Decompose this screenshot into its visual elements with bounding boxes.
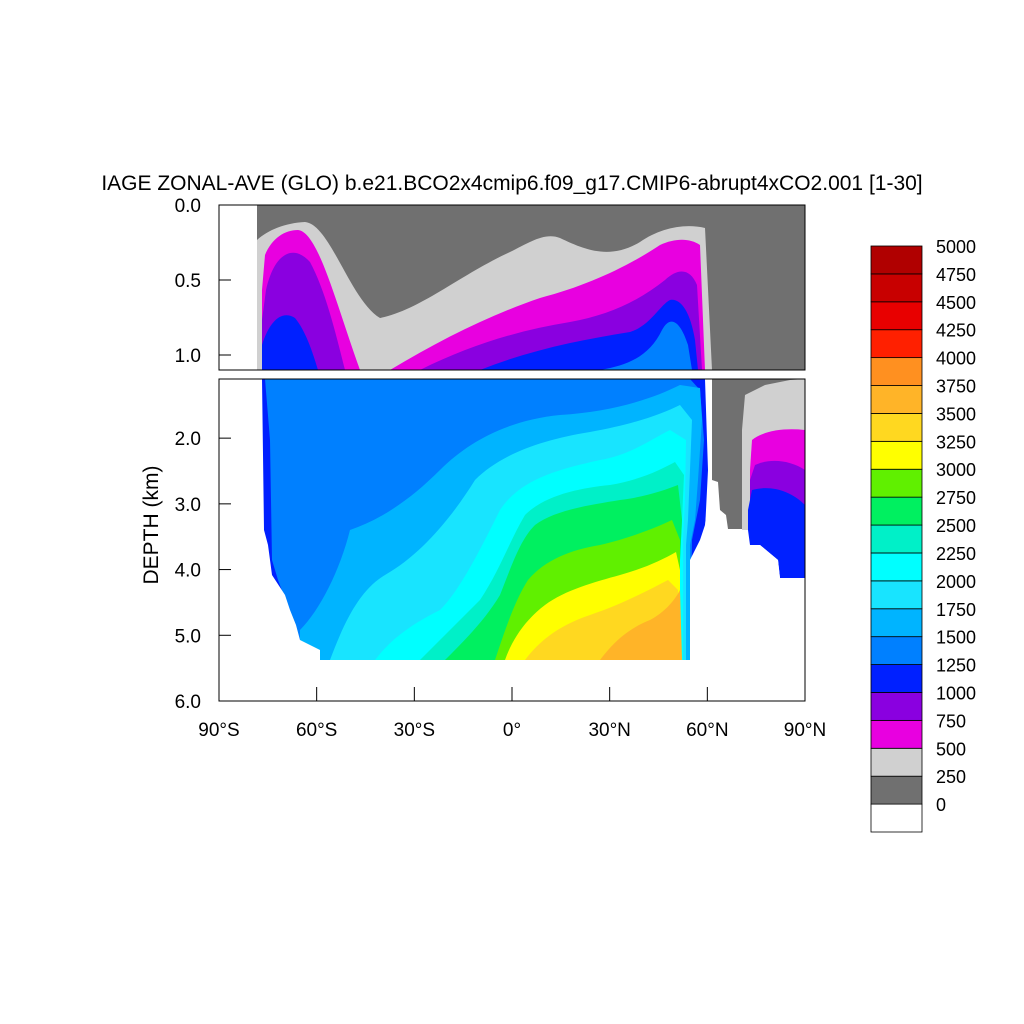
colorbar-swatch	[870, 496, 923, 526]
x-tick-label: 60°N	[686, 720, 728, 741]
colorbar-label: 500	[936, 739, 966, 759]
colorbar-swatch	[870, 329, 923, 359]
colorbar-swatch	[870, 440, 923, 470]
upper-contour-1250	[600, 321, 692, 370]
colorbar-swatch	[870, 692, 923, 721]
colorbar-swatch	[870, 552, 923, 582]
chart-title: IAGE ZONAL-AVE (GLO) b.e21.BCO2x4cmip6.f…	[101, 172, 922, 195]
colorbar-swatch	[870, 245, 923, 275]
colorbar-label: 4250	[936, 321, 976, 341]
x-tick-label: 60°S	[296, 720, 337, 741]
colorbar-swatch	[870, 524, 923, 554]
y-tick-label: 4.0	[175, 561, 201, 582]
y-tick-label: 1.0	[175, 346, 201, 367]
colorbar-label: 3750	[936, 377, 976, 397]
x-axis: 90°S 60°S 30°S 0° 30°N 60°N 90°N	[198, 687, 826, 741]
colorbar-swatch	[870, 273, 923, 303]
colorbar-label: 4750	[936, 265, 976, 285]
y-axis-upper: 0.0 0.5 1.0	[175, 196, 231, 367]
colorbar-swatch	[870, 301, 923, 331]
colorbar-label: 3250	[936, 432, 976, 452]
colorbar-swatch	[870, 580, 923, 610]
colorbar-label: 4000	[936, 349, 976, 369]
y-tick-label: 0.0	[175, 196, 201, 217]
colorbar-label: 2750	[936, 488, 976, 508]
colorbar-swatch	[870, 413, 923, 442]
colorbar-swatch	[870, 357, 923, 386]
lower-panel	[219, 379, 805, 701]
y-axis-label: DEPTH (km)	[140, 466, 163, 585]
colorbar-swatch	[870, 664, 923, 693]
southern-seafloor-white	[219, 379, 690, 701]
colorbar-label: 5000	[936, 237, 976, 257]
colorbar-label: 1250	[936, 656, 976, 676]
y-axis-lower: 2.0 3.0 4.0 5.0 6.0	[175, 429, 231, 713]
colorbar-label: 1750	[936, 600, 976, 620]
upper-panel-frame	[218, 204, 806, 371]
x-tick-label: 30°S	[394, 720, 435, 741]
colorbar-label: 750	[936, 711, 966, 731]
y-tick-label: 2.0	[175, 429, 201, 450]
x-tick-label: 30°N	[588, 720, 630, 741]
y-tick-label: 6.0	[175, 692, 201, 713]
colorbar-swatch	[870, 747, 923, 777]
colorbar-label: 1000	[936, 683, 976, 703]
x-tick-label: 90°N	[784, 720, 826, 741]
colorbar: 0 250 500 750 1000 1250 1500 1750 2000 2250 2500 27…	[870, 237, 976, 833]
upper-contour-1000	[262, 299, 698, 370]
arctic-contour-1000	[748, 488, 805, 578]
colorbar-label: 2500	[936, 516, 976, 536]
colorbar-label: 0	[936, 795, 946, 815]
colorbar-swatch	[870, 775, 923, 805]
colorbar-swatch	[870, 608, 923, 638]
colorbar-swatch	[870, 385, 923, 414]
lower-contour-3500	[600, 590, 682, 660]
colorbar-label: 1500	[936, 628, 976, 648]
upper-panel	[219, 205, 805, 370]
colorbar-label: 4500	[936, 293, 976, 313]
y-tick-label: 3.0	[175, 495, 201, 516]
colorbar-label: 2000	[936, 572, 976, 592]
colorbar-label: 2250	[936, 544, 976, 564]
colorbar-swatch	[870, 636, 923, 665]
colorbar-label: 250	[936, 767, 966, 787]
colorbar-label: 3500	[936, 404, 976, 424]
northern-seafloor-white	[690, 440, 712, 701]
y-tick-label: 0.5	[175, 271, 201, 292]
colorbar-swatch	[870, 803, 923, 833]
colorbar-swatch	[870, 719, 923, 749]
y-tick-label: 5.0	[175, 626, 201, 647]
arctic-seafloor-mask	[712, 480, 728, 529]
colorbar-swatch	[870, 468, 923, 498]
x-tick-label: 90°S	[198, 720, 239, 741]
x-tick-label: 0°	[503, 720, 521, 741]
colorbar-label: 3000	[936, 460, 976, 480]
arctic-seafloor-white	[712, 529, 805, 701]
